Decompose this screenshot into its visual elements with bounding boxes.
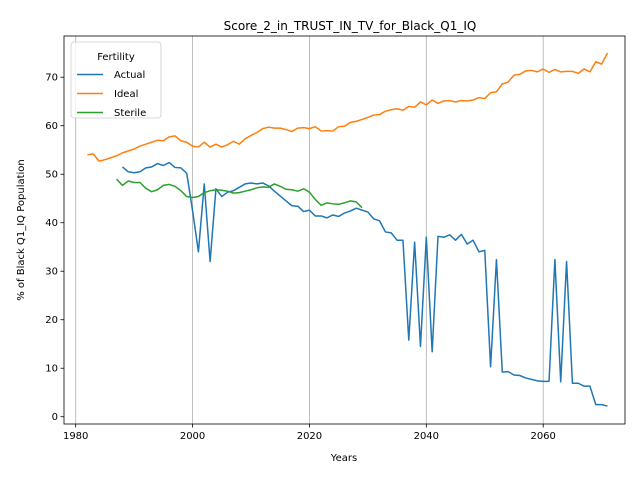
legend: Fertility Actual Ideal Sterile bbox=[70, 41, 162, 119]
y-axis: 0 10 20 30 40 50 60 70 bbox=[45, 73, 64, 423]
series-line-actual bbox=[121, 161, 608, 407]
legend-box bbox=[70, 41, 162, 119]
grid bbox=[75, 36, 544, 424]
legend-title: Fertility bbox=[97, 52, 135, 63]
y-tick-label: 20 bbox=[45, 315, 58, 326]
x-tick-label: 2060 bbox=[530, 431, 555, 442]
legend-label-sterile: Sterile bbox=[114, 108, 146, 119]
y-tick-label: 60 bbox=[45, 121, 58, 132]
legend-label-ideal: Ideal bbox=[114, 89, 138, 100]
series-line-sterile bbox=[116, 178, 363, 209]
x-tick-label: 2000 bbox=[180, 431, 205, 442]
y-tick-label: 30 bbox=[45, 267, 58, 278]
y-tick-label: 10 bbox=[45, 364, 58, 375]
x-tick-label: 1980 bbox=[63, 431, 88, 442]
series-line-ideal bbox=[87, 52, 609, 162]
x-tick-label: 2020 bbox=[297, 431, 322, 442]
x-tick-label: 2040 bbox=[414, 431, 439, 442]
y-tick-label: 50 bbox=[45, 170, 58, 181]
legend-label-actual: Actual bbox=[114, 70, 145, 81]
y-tick-label: 40 bbox=[45, 218, 58, 229]
x-axis: 1980 2000 2020 2040 2060 bbox=[63, 424, 556, 442]
x-axis-label: Years bbox=[330, 453, 357, 464]
series-group bbox=[87, 52, 609, 407]
y-axis-label: % of Black Q1_IQ Population bbox=[16, 159, 27, 301]
plot-frame bbox=[63, 35, 626, 425]
chart-title: Score_2_in_TRUST_IN_TV_for_Black_Q1_IQ bbox=[224, 19, 477, 33]
y-tick-label: 70 bbox=[45, 73, 58, 84]
y-tick-label: 0 bbox=[52, 412, 58, 423]
